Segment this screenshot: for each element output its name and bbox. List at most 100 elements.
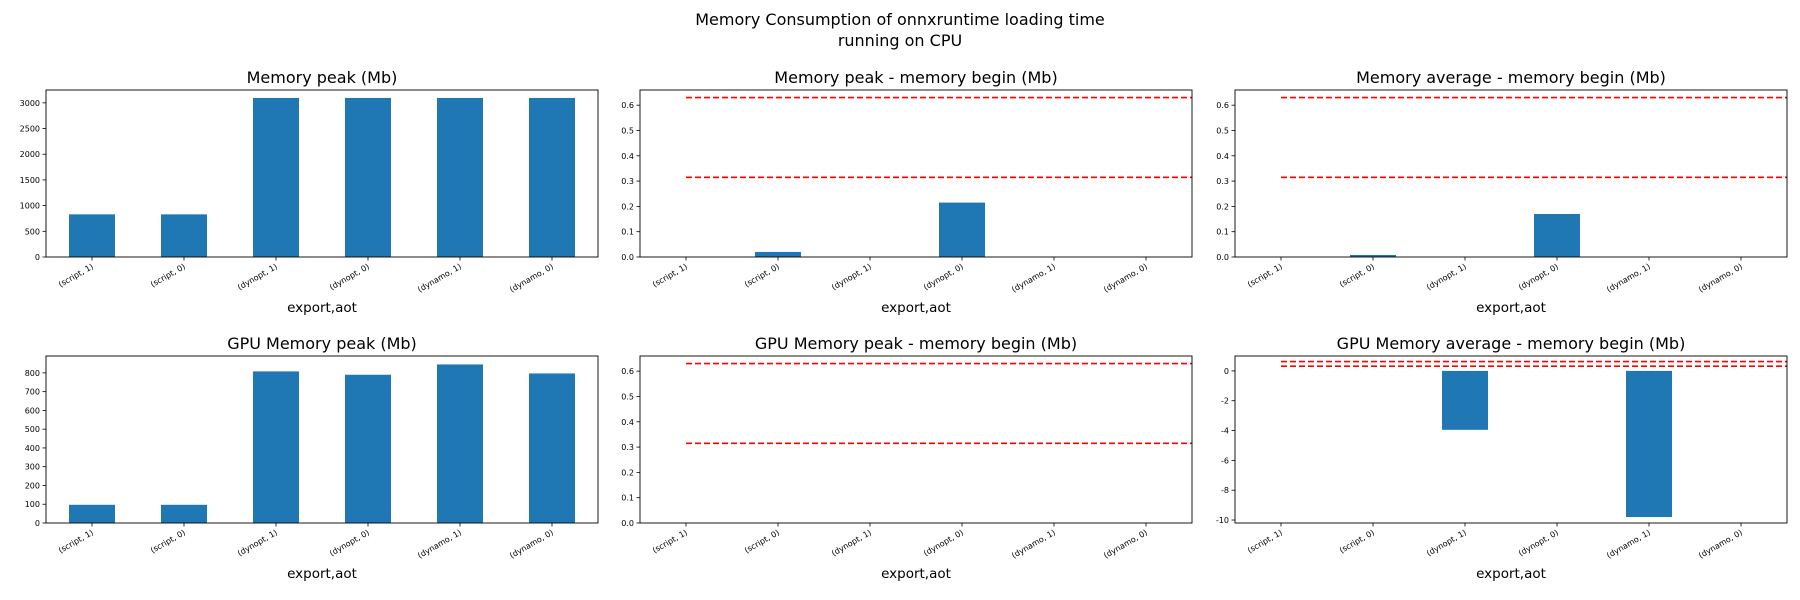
- bar-4: [437, 97, 483, 257]
- plot-area: [45, 355, 599, 524]
- y-tick-label: 0.5: [621, 392, 634, 401]
- y-tick-label: 0.0: [621, 253, 634, 262]
- y-tick-label: -10: [1216, 516, 1229, 525]
- y-tick-label: 600: [25, 406, 40, 415]
- chart-title: GPU Memory peak - memory begin (Mb): [755, 334, 1077, 353]
- x-tick-label: (dynamo, 1): [1605, 528, 1652, 560]
- y-tick-label: 0.6: [621, 101, 634, 110]
- bar-1: [161, 504, 207, 523]
- bar-1: [755, 251, 801, 257]
- y-tick-label: -8: [1221, 486, 1229, 495]
- y-tick-label: 0.1: [621, 228, 634, 237]
- y-tick-label: 0.0: [621, 519, 634, 528]
- x-tick-label: (dynopt, 1): [830, 262, 873, 292]
- bar-5: [529, 373, 575, 523]
- x-tick-label: (dynamo, 0): [1102, 528, 1149, 560]
- x-tick-label: (dynamo, 0): [508, 528, 555, 560]
- y-tick-label: 1500: [20, 176, 40, 185]
- x-tick-label: (script, 1): [57, 262, 95, 289]
- x-tick-label: (script, 0): [1338, 262, 1376, 289]
- x-tick-label: (dynopt, 1): [1425, 262, 1468, 292]
- x-tick-label: (script, 1): [1246, 528, 1284, 555]
- x-tick-label: (script, 1): [57, 528, 95, 555]
- y-tick-label: 0.6: [1216, 101, 1229, 110]
- chart-gpu-memory-peak-minus-begin: GPU Memory peak - memory begin (Mb) 0.0 0.…: [621, 334, 1193, 582]
- x-tick-label: (dynamo, 0): [1697, 528, 1744, 560]
- x-tick-label: (dynamo, 1): [416, 262, 463, 294]
- x-tick-label: (dynopt, 0): [922, 262, 965, 292]
- y-tick-label: 400: [25, 444, 40, 453]
- y-tick-label: 0.3: [621, 443, 634, 452]
- bar-5: [529, 97, 575, 257]
- x-tick-label: (dynopt, 0): [922, 528, 965, 558]
- y-tick-label: 1000: [20, 202, 40, 211]
- bar-2: [253, 97, 299, 257]
- x-tick-label: (dynamo, 1): [1605, 262, 1652, 294]
- x-tick-label: (dynopt, 1): [1425, 528, 1468, 558]
- y-tick-label: -4: [1221, 427, 1229, 436]
- plot-area: [1234, 355, 1788, 524]
- y-tick-label: -6: [1221, 456, 1229, 465]
- bar-3: [939, 202, 985, 257]
- plot-area: [1234, 89, 1788, 258]
- plot-area: [45, 89, 599, 258]
- bar-4: [1626, 370, 1672, 518]
- x-tick-label: (dynamo, 0): [1102, 262, 1149, 294]
- y-tick-label: 0.0: [1216, 253, 1229, 262]
- y-tick-label: 700: [25, 388, 40, 397]
- chart-title: Memory average - memory begin (Mb): [1356, 68, 1666, 87]
- y-tick-label: 0.4: [1216, 152, 1229, 161]
- y-tick-label: 100: [25, 500, 40, 509]
- x-tick-label: (script, 0): [1338, 528, 1376, 555]
- y-tick-label: 0: [35, 519, 40, 528]
- x-tick-label: (dynopt, 0): [1517, 528, 1560, 558]
- chart-memory-average-minus-begin: Memory average - memory begin (Mb) 0.0 0.1…: [1216, 68, 1788, 316]
- chart-memory-peak-minus-begin: Memory peak - memory begin (Mb) 0.0 0.1 0.2…: [621, 68, 1193, 316]
- bar-3: [345, 97, 391, 257]
- y-tick-label: 0.4: [621, 418, 634, 427]
- bar-2: [1442, 370, 1488, 430]
- chart-title: GPU Memory peak (Mb): [227, 334, 417, 353]
- x-tick-label: (script, 0): [743, 262, 781, 289]
- y-tick-label: 0.3: [621, 177, 634, 186]
- y-tick-label: -2: [1221, 397, 1229, 406]
- chart-title: Memory peak (Mb): [247, 68, 398, 87]
- y-tick-label: 0.3: [1216, 177, 1229, 186]
- y-tick-label: 0.2: [1216, 202, 1229, 211]
- x-tick-label: (script, 0): [149, 528, 187, 555]
- plot-area: [639, 355, 1193, 524]
- x-tick-label: (script, 1): [651, 528, 689, 555]
- x-tick-label: (dynopt, 0): [328, 262, 371, 292]
- x-axis-label: export,aot: [881, 566, 951, 582]
- x-axis-label: export,aot: [1476, 566, 1546, 582]
- x-tick-label: (dynopt, 1): [236, 528, 279, 558]
- x-tick-label: (dynamo, 1): [1010, 262, 1057, 294]
- y-tick-label: 0.2: [621, 468, 634, 477]
- y-tick-label: 0: [1224, 367, 1229, 376]
- x-tick-label: (dynamo, 1): [416, 528, 463, 560]
- y-tick-label: 0.5: [1216, 126, 1229, 135]
- bar-3: [1534, 213, 1580, 257]
- x-axis-label: export,aot: [1476, 300, 1546, 316]
- x-axis-label: export,aot: [287, 566, 357, 582]
- x-tick-label: (dynamo, 0): [508, 262, 555, 294]
- y-tick-label: 2500: [20, 125, 40, 134]
- y-tick-label: 0.6: [621, 367, 634, 376]
- x-tick-label: (dynamo, 0): [1697, 262, 1744, 294]
- y-tick-label: 0: [35, 253, 40, 262]
- y-tick-label: 200: [25, 481, 40, 490]
- x-axis-label: export,aot: [881, 300, 951, 316]
- y-tick-label: 0.5: [621, 126, 634, 135]
- bar-1: [1350, 254, 1396, 257]
- chart-memory-peak: Memory peak (Mb) 0 500 1000 1500 2000 2500 3000…: [20, 68, 599, 316]
- x-tick-label: (dynopt, 1): [236, 262, 279, 292]
- y-tick-label: 0.4: [621, 152, 634, 161]
- x-tick-label: (dynopt, 1): [830, 528, 873, 558]
- chart-title: Memory peak - memory begin (Mb): [774, 68, 1057, 87]
- figure-title-line1: Memory Consumption of onnxruntime loadin…: [695, 10, 1105, 29]
- bar-3: [345, 374, 391, 523]
- x-tick-label: (script, 0): [149, 262, 187, 289]
- bar-0: [69, 504, 115, 523]
- y-tick-label: 2000: [20, 150, 40, 159]
